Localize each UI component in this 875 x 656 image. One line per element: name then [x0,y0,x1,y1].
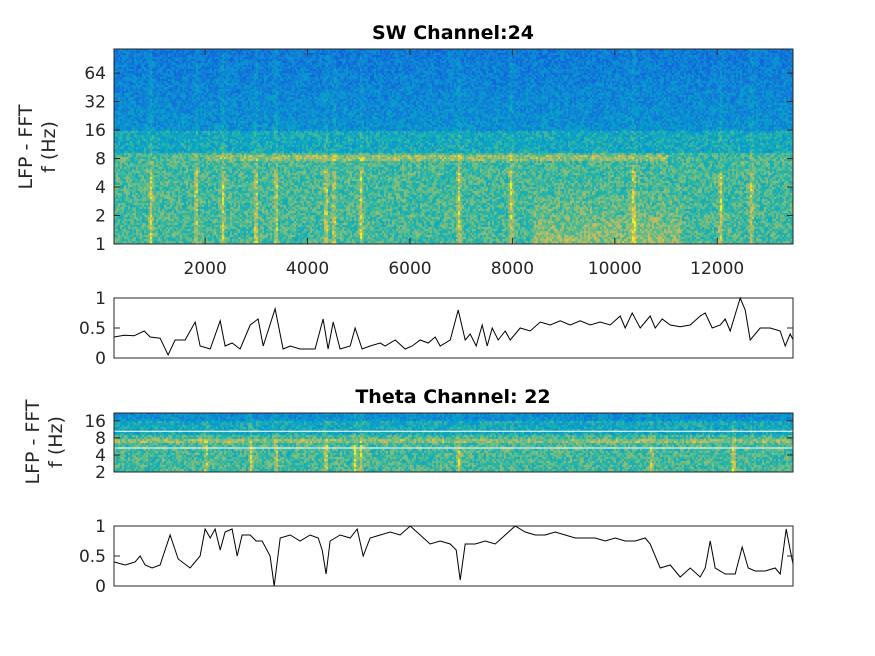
x-tick-label: 2000 [184,259,227,279]
y-tick-label: 2 [95,207,106,227]
y-tick-label: 1 [95,235,106,255]
x-tick-label: 4000 [286,259,329,279]
sw-title: SW Channel:24 [372,22,534,44]
x-tick-label: 6000 [388,259,431,279]
y-tick-label: 0 [95,349,106,369]
y-tick-label: 8 [95,150,106,170]
y-tick-label: 4 [95,178,106,198]
x-tick-label: 12000 [690,259,744,279]
y-tick-label: 0.5 [79,547,106,567]
y-tick-label: 0.5 [79,319,106,339]
axes-box-2 [113,412,794,473]
theta-title: Theta Channel: 22 [355,386,550,408]
theta-power-line [114,525,794,587]
sw-spectrogram-image [114,49,793,244]
theta-ylabel-line1: LFP - FFT [22,399,44,484]
y-tick-label: 32 [84,93,106,113]
y-tick-label: 4 [95,446,106,466]
sw-ylabel-line1: LFP - FFT [15,104,37,189]
x-tick-label: 10000 [588,259,642,279]
y-tick-label: 8 [95,429,106,449]
sw-ylabel-line2: f (Hz) [38,121,60,173]
y-tick-label: 1 [95,517,106,537]
y-tick-label: 0 [95,577,106,597]
sw-power-line [114,296,794,357]
axes-box-0 [113,48,794,245]
axes-box-3 [113,525,794,587]
y-tick-label: 1 [95,289,106,309]
x-tick-label: 8000 [491,259,534,279]
y-tick-label: 64 [84,64,106,84]
theta-ylabel-line2: f (Hz) [45,416,67,468]
y-tick-label: 16 [84,412,106,432]
y-tick-label: 2 [95,463,106,483]
y-tick-label: 16 [84,121,106,141]
theta-spectrogram-image [114,413,793,472]
